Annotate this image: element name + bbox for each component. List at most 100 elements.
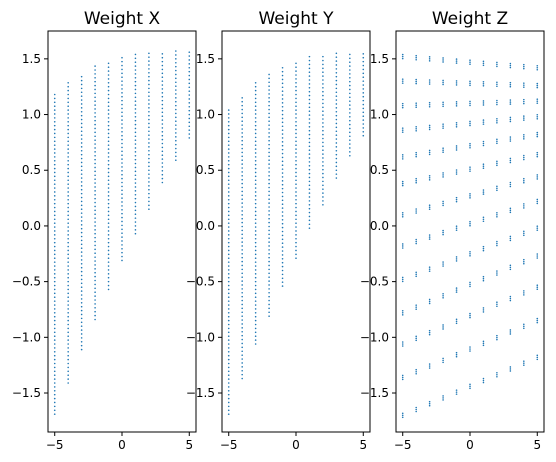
data-point [428,58,431,60]
data-point [295,187,297,189]
data-point [148,146,150,148]
data-point [254,195,257,197]
data-point [415,271,417,274]
data-point [67,234,69,236]
y-tick-label: −1.5 [12,386,41,400]
data-point [455,62,458,64]
data-point [469,316,471,319]
data-point [148,165,150,168]
point-column [134,53,137,235]
data-point [308,87,311,89]
data-point [134,213,137,216]
data-point [67,284,69,287]
data-point [227,148,230,150]
data-point [80,79,83,82]
data-point [53,343,56,345]
data-point [175,155,177,158]
data-point [67,163,69,166]
data-point [442,57,444,59]
data-point [148,126,150,129]
data-point [80,301,83,304]
data-point [536,98,539,100]
data-point [469,59,471,61]
data-point [335,60,338,62]
data-point [67,113,69,115]
data-point [227,132,230,135]
data-point [482,377,485,380]
data-point [80,185,83,187]
data-point [335,157,338,160]
data-point [536,257,539,259]
data-point [322,106,324,109]
data-point [455,125,458,128]
data-point [469,63,471,65]
data-point [53,152,56,154]
data-point [67,249,69,252]
data-point [308,168,311,171]
data-point [134,170,137,173]
data-point [148,153,150,156]
data-point [67,230,69,232]
data-point [53,323,56,326]
data-point [227,128,230,131]
data-point [362,60,365,63]
data-point [227,308,230,310]
data-point [442,265,444,267]
data-point [268,73,270,76]
point-band [401,151,539,187]
data-point [281,265,284,268]
data-point [335,52,338,55]
data-point [401,184,404,187]
data-point [161,107,164,110]
data-point [80,75,83,78]
data-point [227,397,230,400]
data-point [175,54,177,56]
data-point [67,245,69,248]
point-band [401,78,539,89]
point-column [322,55,324,206]
data-point [415,273,417,276]
data-point [161,72,164,75]
data-point [482,279,485,282]
data-point [175,81,177,84]
data-point [134,151,137,153]
data-point [175,159,177,162]
data-point [349,69,351,71]
data-point [469,314,471,317]
data-point [134,147,137,149]
data-point [536,178,539,180]
data-point [94,303,96,305]
data-point [134,193,137,196]
data-point [175,108,177,111]
data-point [175,120,177,123]
data-point [536,358,539,361]
data-point [241,104,243,107]
data-point [254,202,257,205]
data-point [281,94,284,96]
data-point [175,89,177,91]
data-point [335,149,338,152]
data-point [94,158,96,161]
data-point [442,296,444,299]
data-point [161,146,164,149]
data-point [536,229,539,231]
data-point [227,331,230,334]
data-point [496,140,498,143]
data-point [455,391,458,393]
data-point [362,92,365,94]
data-point [415,104,417,106]
data-point [67,167,69,170]
data-point [188,74,191,77]
data-point [188,94,191,96]
data-point [53,315,56,318]
data-point [268,136,270,138]
data-point [241,139,243,142]
data-point [53,261,56,263]
data-point [94,69,96,71]
data-point [134,139,137,141]
data-point [67,335,69,338]
data-point [496,101,498,104]
data-point [254,159,257,162]
data-point [254,226,257,228]
data-point [362,56,365,59]
